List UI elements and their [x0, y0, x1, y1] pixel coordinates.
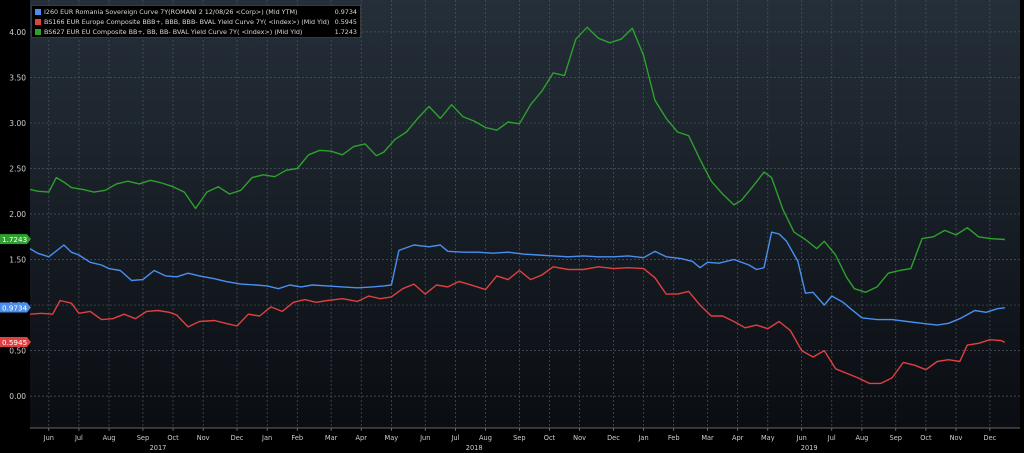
legend-entry: BS627 EUR EU Composite BB+, BB, BB- BVAL…: [35, 27, 357, 37]
x-tick-label: Jun: [419, 434, 430, 442]
y-tick-label: 3.00: [9, 119, 26, 128]
last-value-pointer: [27, 336, 31, 347]
x-tick-label: Feb: [668, 434, 680, 442]
x-tick-label: Sep: [137, 434, 149, 442]
legend-last-value: 0.9734: [334, 8, 357, 16]
y-tick-label: 2.00: [9, 210, 26, 219]
x-year-label: 2018: [466, 444, 483, 452]
x-tick-label: Aug: [103, 434, 116, 442]
y-tick-label: 2.50: [9, 164, 26, 173]
x-year-label: 2019: [801, 444, 818, 452]
last-value-label: 0.9734: [2, 303, 28, 312]
x-tick-label: Apr: [356, 434, 368, 442]
x-tick-label: Nov: [197, 434, 210, 442]
x-tick-label: Jun: [43, 434, 54, 442]
last-value-marker: [0, 234, 27, 245]
x-tick-label: Feb: [291, 434, 303, 442]
y-tick-label: 1.50: [9, 256, 26, 265]
y-tick-label: 3.50: [9, 73, 26, 82]
x-tick-label: Jul: [74, 434, 83, 442]
legend-swatch: [35, 29, 41, 35]
last-value-pointer: [27, 302, 31, 313]
series-line-1: [29, 266, 1006, 385]
legend-swatch: [35, 9, 41, 15]
last-value-label: 0.5945: [2, 338, 27, 347]
x-tick-label: Aug: [855, 434, 868, 442]
legend-series-name: BS166 EUR Europe Composite BBB+, BBB, BB…: [44, 18, 330, 26]
last-value-marker: [0, 302, 27, 313]
legend-series-name: BS627 EUR EU Composite BB+, BB, BB- BVAL…: [44, 28, 303, 36]
legend: I260 EUR Romania Sovereign Curve 7Y(ROMA…: [31, 5, 361, 38]
series-line-0: [29, 231, 1005, 326]
y-tick-label: 0.00: [9, 392, 26, 401]
x-tick-label: Dec: [607, 434, 620, 442]
x-tick-label: Jul: [450, 434, 459, 442]
legend-last-value: 0.5945: [334, 18, 357, 26]
x-tick-label: May: [761, 434, 775, 442]
legend-series-name: I260 EUR Romania Sovereign Curve 7Y(ROMA…: [44, 8, 298, 16]
x-tick-label: Aug: [479, 434, 492, 442]
x-tick-label: Jun: [796, 434, 807, 442]
x-tick-label: Mar: [325, 434, 338, 442]
x-tick-label: Nov: [950, 434, 963, 442]
x-tick-label: Apr: [732, 434, 744, 442]
x-tick-label: Dec: [984, 434, 997, 442]
x-tick-label: Jul: [827, 434, 836, 442]
y-tick-label: 4.00: [9, 28, 26, 37]
x-tick-label: Mar: [701, 434, 714, 442]
x-tick-label: Dec: [231, 434, 244, 442]
x-tick-label: Jan: [261, 434, 272, 442]
x-tick-label: Oct: [167, 434, 179, 442]
last-value-label: 1.7243: [2, 235, 27, 244]
legend-swatch: [35, 19, 41, 25]
legend-entry: BS166 EUR Europe Composite BBB+, BBB, BB…: [35, 17, 357, 27]
x-tick-label: Oct: [544, 434, 556, 442]
last-value-marker: [0, 336, 27, 347]
legend-last-value: 1.7243: [334, 28, 357, 36]
x-year-label: 2017: [150, 444, 167, 452]
x-tick-label: May: [385, 434, 399, 442]
x-tick-label: Sep: [513, 434, 525, 442]
x-tick-label: Oct: [920, 434, 932, 442]
x-tick-label: Jan: [637, 434, 648, 442]
last-value-pointer: [27, 234, 31, 245]
x-tick-label: Nov: [573, 434, 586, 442]
series-line-2: [29, 26, 1005, 293]
x-tick-label: Sep: [890, 434, 902, 442]
y-tick-label: 0.50: [9, 347, 26, 356]
legend-entry: I260 EUR Romania Sovereign Curve 7Y(ROMA…: [35, 7, 357, 17]
